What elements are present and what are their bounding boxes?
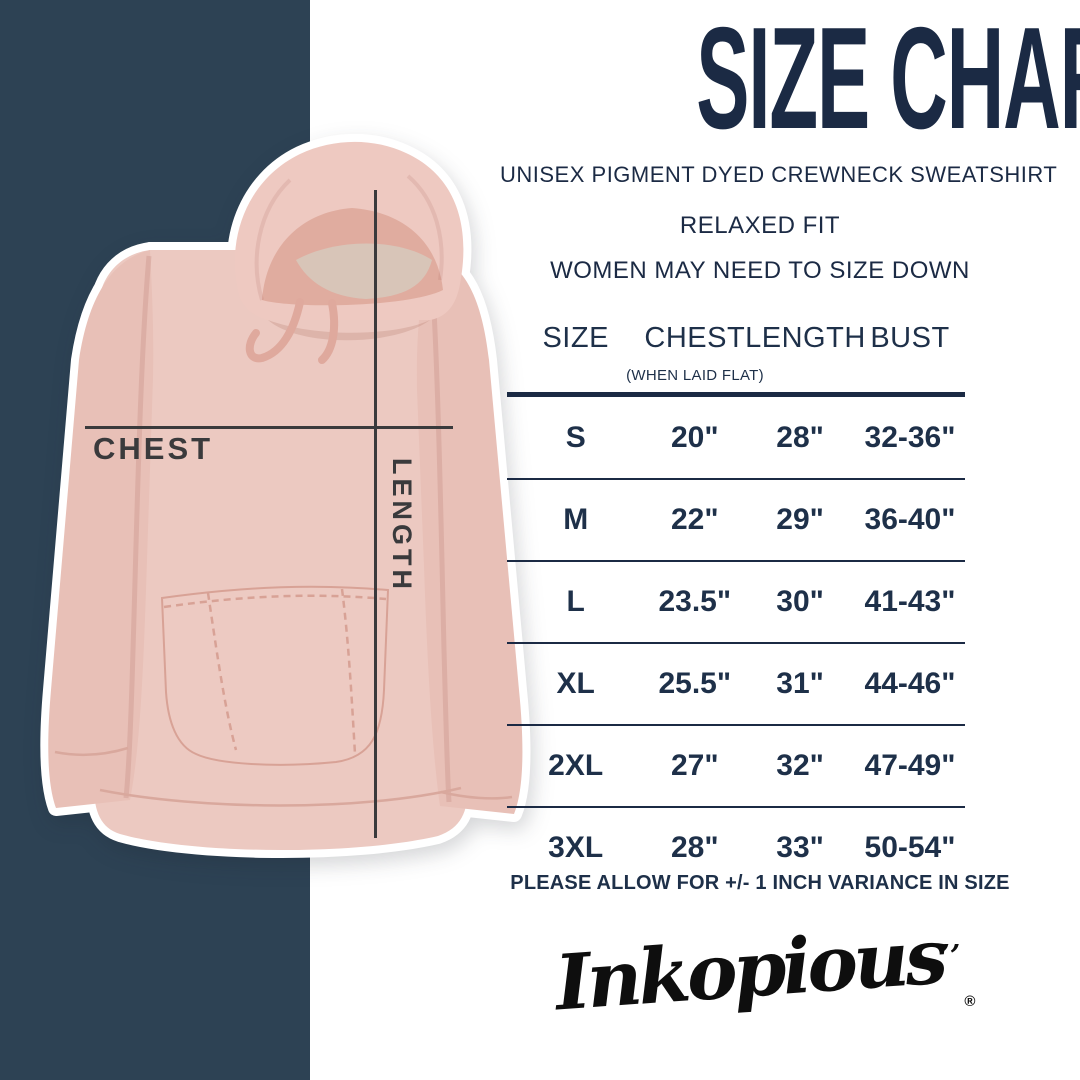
subtitle-fit: RELAXED FIT — [679, 212, 841, 239]
cell-bust: 41-43" — [864, 585, 956, 618]
drawstring-left — [245, 298, 304, 363]
brand-logo-text: Inkopious — [551, 911, 947, 1028]
column-header-bust: BUST — [870, 322, 950, 354]
cell-chest: 25.5" — [658, 667, 732, 700]
cell-size: L — [566, 585, 585, 618]
cell-bust: 47-49" — [864, 749, 956, 782]
cell-size: 2XL — [548, 749, 604, 782]
cell-length: 29" — [776, 503, 824, 536]
cell-size: S — [565, 421, 586, 454]
variance-footnote: PLEASE ALLOW FOR +/- 1 INCH VARIANCE IN … — [510, 872, 1010, 894]
cell-chest: 20" — [670, 421, 719, 454]
size-table-rows: S 20" 28" 32-36" M 22" 29" 36-40" L 23.5… — [507, 398, 965, 888]
length-measure-line — [374, 190, 377, 838]
cell-size: 3XL — [548, 831, 604, 864]
column-header-length: LENGTH — [745, 322, 866, 354]
hood-lining — [296, 243, 432, 299]
hoodie-left-sleeve — [48, 250, 154, 808]
drawstring-right — [318, 299, 339, 364]
table-row: XL 25.5" 31" 44-46" — [507, 644, 965, 726]
table-row: L 23.5" 30" 41-43" — [507, 562, 965, 644]
chest-measure-line — [85, 426, 453, 429]
cell-length: 32" — [776, 749, 824, 782]
cell-chest: 27" — [670, 749, 719, 782]
brand-logo: Inkopious’’ ® — [505, 912, 1025, 1028]
cell-length: 33" — [776, 831, 824, 864]
size-table-header-row: SIZE CHEST LENGTH BUST — [507, 322, 965, 355]
hem-seam — [99, 786, 462, 807]
hoodie-pocket — [160, 585, 390, 766]
cell-size: M — [563, 503, 589, 536]
logo-flourish-marks: ’’ — [939, 939, 961, 974]
right-cuff-seam — [440, 790, 513, 800]
subtitle-sizing-note: WOMEN MAY NEED TO SIZE DOWN — [550, 257, 970, 284]
subtitle-product: UNISEX PIGMENT DYED CREWNECK SWEATSHIRT — [500, 162, 1058, 187]
size-table: SIZE CHEST LENGTH BUST (WHEN LAID FLAT) … — [507, 322, 965, 882]
length-measure-label: LENGTH — [387, 458, 417, 593]
cell-chest: 23.5" — [658, 585, 732, 618]
table-row: S 20" 28" 32-36" — [507, 398, 965, 480]
cell-size: XL — [556, 667, 595, 700]
table-row: M 22" 29" 36-40" — [507, 480, 965, 562]
cell-length: 28" — [776, 421, 824, 454]
table-header-rule — [507, 392, 965, 397]
cell-bust: 32-36" — [864, 421, 956, 454]
chest-note: (WHEN LAID FLAT) — [626, 367, 764, 384]
cell-bust: 50-54" — [864, 831, 956, 864]
registered-trademark-mark: ® — [964, 993, 976, 1010]
cell-chest: 22" — [670, 503, 719, 536]
table-row: 3XL 28" 33" 50-54" — [507, 808, 965, 888]
hoodie-photo — [40, 133, 531, 858]
cell-bust: 36-40" — [864, 503, 956, 536]
hoodie-hood — [234, 141, 464, 364]
column-header-chest: CHEST — [644, 322, 746, 354]
chest-measure-label: CHEST — [93, 431, 214, 466]
cell-bust: 44-46" — [864, 667, 956, 700]
hoodie-right-sleeve — [416, 252, 523, 814]
cell-length: 30" — [776, 585, 824, 618]
page-title-text: SIZE CHART — [696, 0, 1080, 159]
left-cuff-seam — [54, 746, 129, 756]
cell-length: 31" — [776, 667, 824, 700]
page-title: SIZE CHART — [505, 6, 1080, 151]
table-row: 2XL 27" 32" 47-49" — [507, 726, 965, 808]
cell-chest: 28" — [670, 831, 719, 864]
column-header-size: SIZE — [542, 322, 609, 354]
